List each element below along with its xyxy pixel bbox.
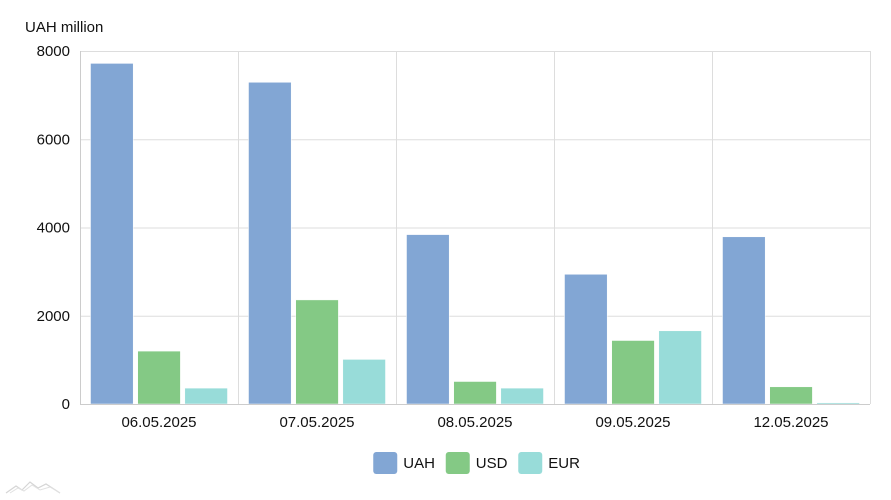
bar-uah-09.05.2025[interactable] (564, 274, 608, 405)
x-tick-label: 09.05.2025 (595, 414, 670, 431)
bar-usd-09.05.2025[interactable] (611, 340, 655, 405)
legend-item-eur[interactable]: EUR (518, 452, 580, 474)
x-tick-label: 07.05.2025 (279, 414, 354, 431)
y-tick-label: 0 (62, 396, 70, 413)
x-tick-label: 12.05.2025 (753, 414, 828, 431)
y-tick-label: 2000 (37, 308, 70, 325)
x-tick-label: 06.05.2025 (121, 414, 196, 431)
legend-swatch (445, 452, 470, 474)
legend-label: USD (476, 455, 508, 472)
bar-uah-07.05.2025[interactable] (248, 82, 292, 405)
bar-usd-07.05.2025[interactable] (295, 299, 339, 405)
y-axis-unit-label: UAH million (25, 19, 103, 36)
y-tick-label: 4000 (37, 220, 70, 237)
legend-swatch (373, 452, 398, 474)
bar-uah-12.05.2025[interactable] (722, 236, 766, 405)
legend-label: EUR (548, 455, 580, 472)
legend-item-usd[interactable]: USD (445, 452, 508, 474)
bar-eur-09.05.2025[interactable] (658, 330, 702, 405)
legend[interactable]: UAH USD EUR (373, 452, 580, 474)
bar-uah-08.05.2025[interactable] (406, 234, 450, 405)
legend-label: UAH (403, 455, 435, 472)
bars-group (90, 63, 860, 405)
y-tick-label: 8000 (37, 43, 70, 60)
y-tick-label: 6000 (37, 131, 70, 148)
bar-uah-06.05.2025[interactable] (90, 63, 134, 405)
x-tick-label: 08.05.2025 (437, 414, 512, 431)
bar-eur-12.05.2025[interactable] (816, 402, 860, 405)
bar-usd-12.05.2025[interactable] (769, 386, 813, 405)
bar-eur-07.05.2025[interactable] (342, 359, 386, 405)
bar-eur-08.05.2025[interactable] (500, 387, 544, 405)
bar-usd-08.05.2025[interactable] (453, 381, 497, 405)
legend-swatch (518, 452, 543, 474)
legend-item-uah[interactable]: UAH (373, 452, 435, 474)
watermark-logo-icon (5, 481, 61, 494)
bar-usd-06.05.2025[interactable] (137, 350, 181, 405)
axes: 0 2000 4000 6000 8000 06.05.2025 07.05.2025 08.… (37, 43, 870, 431)
bar-eur-06.05.2025[interactable] (184, 387, 228, 405)
